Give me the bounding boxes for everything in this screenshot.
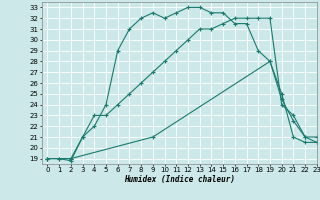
- X-axis label: Humidex (Indice chaleur): Humidex (Indice chaleur): [124, 175, 235, 184]
